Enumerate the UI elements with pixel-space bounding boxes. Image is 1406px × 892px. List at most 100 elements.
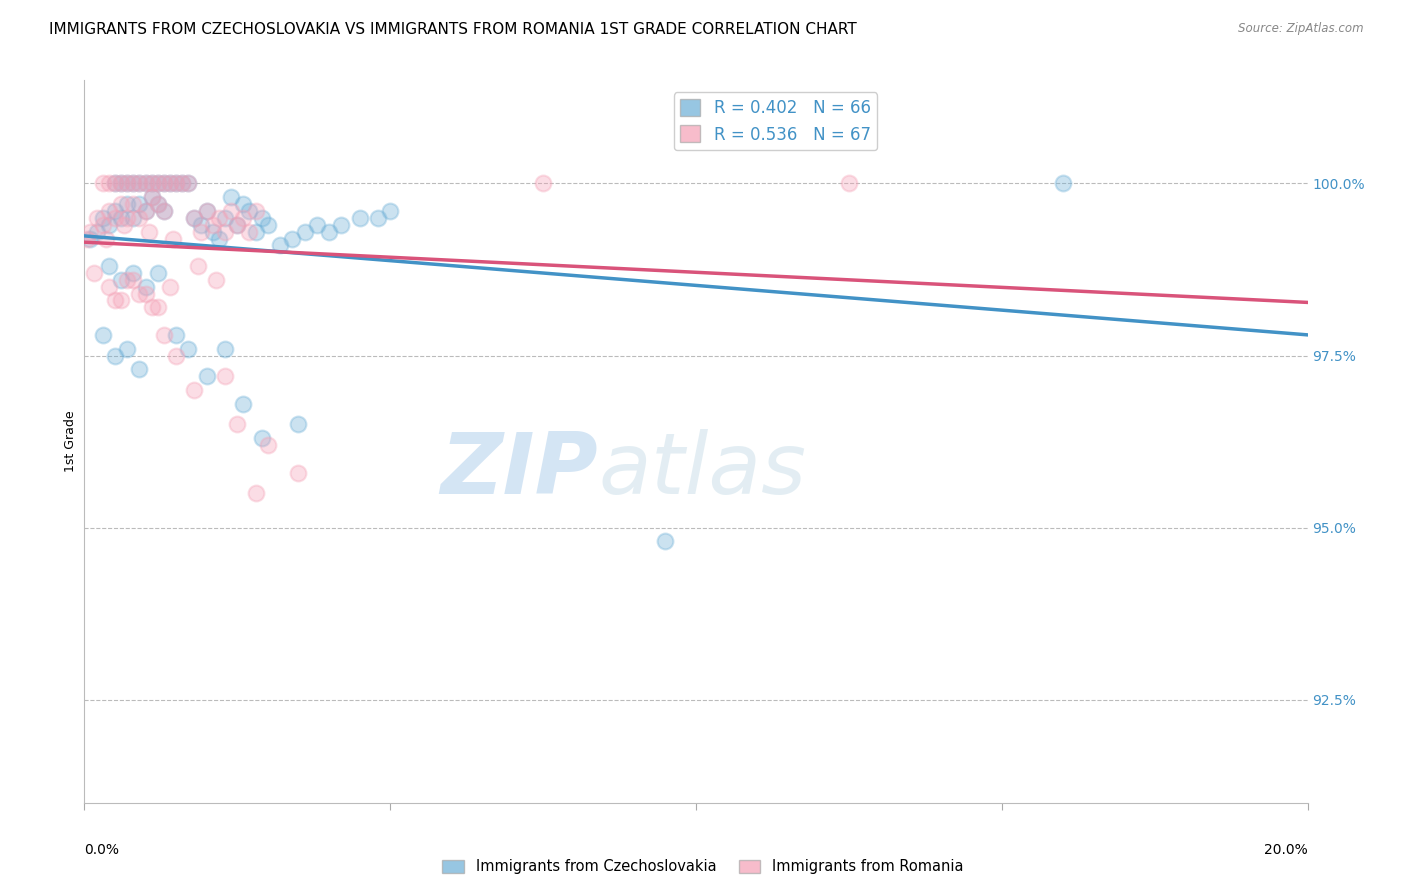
- Point: [153, 177, 176, 191]
- Point: [86, 211, 108, 225]
- Text: Source: ZipAtlas.com: Source: ZipAtlas.com: [1239, 22, 1364, 36]
- Point: [135, 279, 157, 293]
- Point: [76, 231, 98, 245]
- Point: [146, 301, 169, 315]
- Point: [153, 327, 176, 342]
- Point: [128, 177, 150, 191]
- Point: [205, 273, 228, 287]
- Point: [172, 177, 194, 191]
- Point: [91, 327, 114, 342]
- Point: [97, 279, 120, 293]
- Point: [232, 397, 254, 411]
- Point: [219, 204, 242, 219]
- Point: [201, 225, 224, 239]
- Point: [97, 218, 120, 232]
- Point: [146, 177, 169, 191]
- Point: [159, 177, 181, 191]
- Point: [287, 466, 309, 480]
- Point: [153, 204, 176, 219]
- Point: [232, 211, 254, 225]
- Point: [531, 177, 554, 191]
- Point: [318, 225, 340, 239]
- Point: [250, 211, 273, 225]
- Point: [128, 177, 150, 191]
- Point: [110, 197, 132, 211]
- Point: [146, 197, 169, 211]
- Point: [104, 211, 127, 225]
- Point: [165, 177, 187, 191]
- Point: [305, 218, 328, 232]
- Point: [226, 218, 249, 232]
- Point: [141, 190, 163, 204]
- Point: [232, 197, 254, 211]
- Point: [146, 177, 169, 191]
- Point: [287, 417, 309, 432]
- Point: [94, 231, 117, 245]
- Point: [190, 225, 212, 239]
- Point: [190, 218, 212, 232]
- Legend: R = 0.402   N = 66, R = 0.536   N = 67: R = 0.402 N = 66, R = 0.536 N = 67: [673, 92, 877, 150]
- Point: [269, 238, 291, 252]
- Point: [135, 177, 157, 191]
- Point: [86, 225, 108, 239]
- Point: [104, 293, 127, 308]
- Point: [122, 177, 145, 191]
- Point: [245, 486, 267, 500]
- Point: [214, 369, 236, 384]
- Point: [91, 211, 114, 225]
- Point: [245, 225, 267, 239]
- Point: [195, 204, 218, 219]
- Point: [177, 177, 200, 191]
- Point: [367, 211, 389, 225]
- Point: [281, 231, 304, 245]
- Point: [115, 177, 138, 191]
- Point: [141, 301, 163, 315]
- Point: [115, 342, 138, 356]
- Point: [115, 211, 138, 225]
- Point: [146, 197, 169, 211]
- Point: [159, 177, 181, 191]
- Point: [219, 190, 242, 204]
- Point: [97, 204, 120, 219]
- Point: [104, 349, 127, 363]
- Point: [201, 218, 224, 232]
- Point: [186, 259, 208, 273]
- Point: [153, 177, 176, 191]
- Point: [330, 218, 353, 232]
- Text: 0.0%: 0.0%: [84, 843, 120, 856]
- Point: [128, 286, 150, 301]
- Point: [349, 211, 371, 225]
- Point: [238, 204, 260, 219]
- Point: [97, 259, 120, 273]
- Point: [250, 431, 273, 445]
- Point: [208, 211, 231, 225]
- Point: [128, 362, 150, 376]
- Point: [122, 211, 145, 225]
- Point: [838, 177, 860, 191]
- Point: [294, 225, 316, 239]
- Text: IMMIGRANTS FROM CZECHOSLOVAKIA VS IMMIGRANTS FROM ROMANIA 1ST GRADE CORRELATION : IMMIGRANTS FROM CZECHOSLOVAKIA VS IMMIGR…: [49, 22, 858, 37]
- Text: ZIP: ZIP: [440, 429, 598, 512]
- Point: [122, 273, 145, 287]
- Point: [195, 204, 218, 219]
- Point: [122, 177, 145, 191]
- Point: [141, 190, 163, 204]
- Point: [135, 177, 157, 191]
- Point: [1052, 177, 1074, 191]
- Point: [128, 211, 150, 225]
- Point: [91, 177, 114, 191]
- Point: [115, 177, 138, 191]
- Point: [153, 204, 176, 219]
- Point: [245, 204, 267, 219]
- Point: [226, 417, 249, 432]
- Point: [380, 204, 402, 219]
- Point: [122, 197, 145, 211]
- Point: [104, 204, 127, 219]
- Point: [122, 266, 145, 280]
- Point: [183, 211, 205, 225]
- Point: [138, 225, 160, 239]
- Point: [115, 273, 138, 287]
- Point: [135, 204, 157, 219]
- Point: [177, 342, 200, 356]
- Point: [97, 177, 120, 191]
